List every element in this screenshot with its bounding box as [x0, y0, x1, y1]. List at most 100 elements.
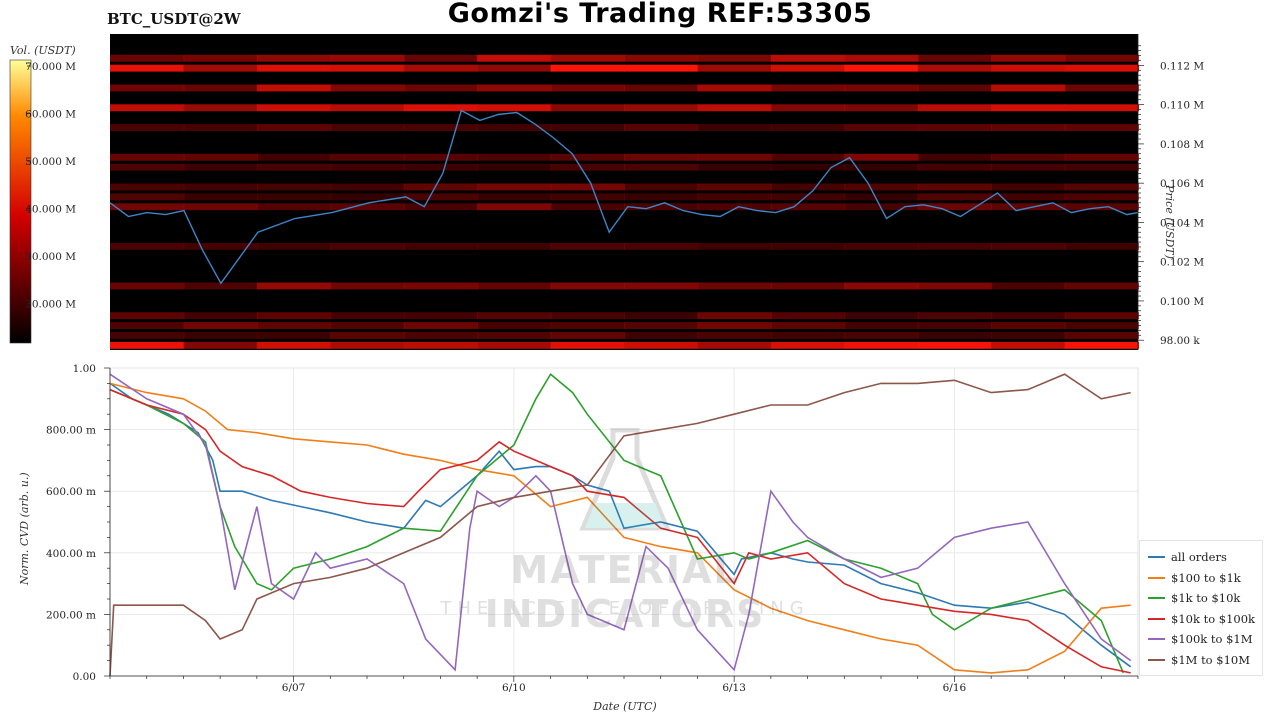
heatmap-cell [110, 54, 185, 62]
heatmap-cell [1064, 153, 1139, 161]
heatmap-cell [624, 163, 699, 171]
series-line [109, 388, 1131, 674]
heatmap-cell [770, 183, 846, 191]
heatmap-cell [403, 322, 479, 329]
heatmap-cell [477, 153, 552, 161]
flask-icon [579, 428, 671, 531]
legend-label: $1M to $10M [1171, 652, 1250, 667]
heatmap-cell [991, 84, 1066, 92]
heatmap-cell [110, 64, 185, 72]
heatmap-cell [697, 242, 772, 250]
legend-item: $100 to $1k [1148, 570, 1241, 586]
price-tick-label: 0.106 M [1160, 178, 1204, 190]
heatmap-cell [256, 193, 332, 201]
heatmap-cell [844, 341, 919, 349]
x-axis-label: Date (UTC) [593, 700, 657, 713]
heatmap-cell [403, 332, 479, 339]
heatmap-cell [330, 341, 405, 349]
heatmap-cell [917, 124, 993, 131]
symbol-label: BTC_USDT@2W [107, 10, 241, 28]
heatmap-cell [110, 312, 185, 320]
heatmap-cell [477, 104, 552, 112]
heatmap-cell [624, 341, 699, 349]
heatmap-cell [770, 193, 846, 201]
legend: all orders $100 to $1k $1k to $10k $10k to … [1139, 540, 1263, 676]
heatmap-cell [403, 54, 479, 62]
heatmap-cell [183, 153, 258, 161]
series-line [109, 382, 1131, 674]
y-tick-label: 0.00 [73, 671, 96, 683]
heatmap-cell [697, 54, 772, 62]
heatmap-cell [256, 183, 332, 191]
heatmap-cell [770, 312, 846, 320]
heatmap-cell [770, 332, 846, 339]
heatmap-cell [183, 84, 258, 92]
heatmap-cell [330, 153, 405, 161]
heatmap-cell [697, 341, 772, 349]
heatmap-cell [770, 242, 846, 250]
heatmap-cell [770, 104, 846, 112]
heatmap-cell [550, 282, 625, 290]
heatmap-cell [624, 153, 699, 161]
heatmap-cell [1064, 64, 1139, 72]
x-tick-label: 6/07 [282, 682, 306, 694]
heatmap-cell [183, 242, 258, 250]
x-tick-label: 6/16 [943, 682, 967, 694]
heatmap-cell [110, 203, 185, 211]
heatmap-cell [183, 54, 258, 62]
heatmap-cell [844, 193, 919, 201]
heatmap-cell [477, 203, 552, 211]
series-line [109, 373, 1131, 677]
heatmap-cell [1064, 193, 1139, 201]
heatmap-cell [991, 64, 1066, 72]
heatmap-cell [550, 242, 625, 250]
legend-swatch [1148, 617, 1165, 620]
heatmap-cell [183, 341, 258, 349]
legend-label: all orders [1171, 550, 1227, 564]
heatmap-cell [477, 282, 552, 290]
heatmap-cell [697, 312, 772, 320]
heatmap-cell [697, 203, 772, 211]
heatmap-cell [477, 242, 552, 250]
heatmap-cell [624, 124, 699, 131]
heatmap-cell [256, 203, 332, 211]
heatmap-cell [477, 163, 552, 171]
legend-label: $100 to $1k [1171, 570, 1241, 585]
legend-label: $100k to $1M [1171, 632, 1253, 646]
colorbar-tick-label: 20.000 M [25, 299, 76, 311]
heatmap-cell [330, 193, 405, 201]
series-line [109, 372, 1125, 674]
heatmap-cell [991, 104, 1066, 112]
heatmap-cell [991, 282, 1066, 290]
heatmap-cell [110, 322, 185, 329]
heatmap-cell [183, 124, 258, 131]
heatmap-cell [991, 124, 1066, 131]
heatmap-cell [330, 332, 405, 339]
heatmap-cell [917, 322, 993, 329]
heatmap-cell [330, 54, 405, 62]
heatmap-cell [917, 104, 993, 112]
heatmap-cell [403, 104, 479, 112]
price-tick-label: 0.112 M [1160, 60, 1204, 72]
heatmap-cell [844, 64, 919, 72]
legend-label: $10k to $100k [1171, 611, 1256, 626]
heatmap-cell [624, 322, 699, 329]
heatmap-cell [770, 203, 846, 211]
heatmap-cell [110, 153, 185, 161]
legend-swatch [1148, 576, 1165, 579]
heatmap-cell [917, 242, 993, 250]
heatmap-cell [917, 64, 993, 72]
legend-swatch [1148, 638, 1165, 640]
heatmap-cell [550, 332, 625, 339]
heatmap-cell [403, 193, 479, 201]
heatmap-cell [697, 64, 772, 72]
heatmap-cell [770, 322, 846, 329]
heatmap-cell [550, 104, 625, 112]
heatmap-cell [110, 163, 185, 171]
heatmap-cell [477, 341, 552, 349]
heatmap-cell [844, 332, 919, 339]
heatmap-cell [844, 322, 919, 329]
heatmap-cell [844, 104, 919, 112]
heatmap-cell [697, 84, 772, 92]
heatmap-cell [403, 203, 479, 211]
